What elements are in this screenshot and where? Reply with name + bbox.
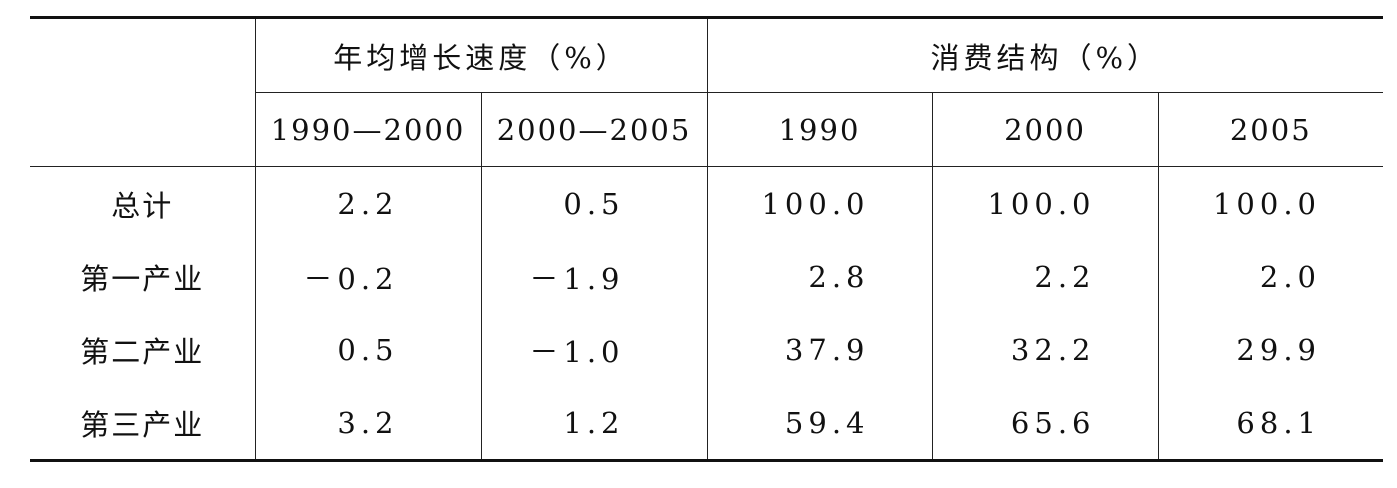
data-row: 第三产业 3.2 1.2 59.4 65.6 68.1 bbox=[30, 386, 1383, 462]
value-cell: 1.2 bbox=[480, 386, 708, 462]
value-cell: 100.0 bbox=[931, 166, 1159, 240]
value-cell: 2.2 bbox=[931, 240, 1159, 313]
data-row: 总计 2.2 0.5 100.0 100.0 100.0 bbox=[30, 166, 1383, 240]
year-header: 1990 bbox=[706, 92, 933, 167]
group-header: 消费结构（%） bbox=[706, 16, 1383, 93]
header-row: 1990—2000 2000—2005 1990 2000 2005 bbox=[30, 92, 1383, 167]
value-cell: 65.6 bbox=[931, 386, 1159, 462]
value-cell: 2.8 bbox=[706, 240, 933, 313]
row-label: 第二产业 bbox=[30, 313, 256, 386]
value-cell: 29.9 bbox=[1157, 313, 1383, 386]
value-cell: 100.0 bbox=[706, 166, 933, 240]
row-label: 第一产业 bbox=[30, 240, 256, 313]
corner-cell bbox=[30, 16, 256, 167]
year-header: 2000—2005 bbox=[480, 92, 708, 167]
value-cell: 37.9 bbox=[706, 313, 933, 386]
data-table: 年均增长速度（%） 消费结构（%） 1990—2000 2000—2005 1990… bbox=[30, 16, 1383, 462]
data-row: 第一产业 －0.2 －1.9 2.8 2.2 2.0 bbox=[30, 240, 1383, 313]
value-cell: 2.2 bbox=[254, 166, 482, 240]
value-cell: 32.2 bbox=[931, 313, 1159, 386]
value-cell: 59.4 bbox=[706, 386, 933, 462]
year-header: 2000 bbox=[931, 92, 1159, 167]
header-row: 年均增长速度（%） 消费结构（%） bbox=[30, 16, 1383, 167]
value-cell: －1.0 bbox=[480, 313, 708, 386]
group-header: 年均增长速度（%） bbox=[254, 16, 708, 93]
value-cell: 0.5 bbox=[254, 313, 482, 386]
row-label: 总计 bbox=[30, 166, 256, 240]
year-header: 2005 bbox=[1157, 92, 1383, 167]
table-body: 年均增长速度（%） 消费结构（%） 1990—2000 2000—2005 1990… bbox=[30, 16, 1383, 462]
value-cell: －0.2 bbox=[254, 240, 482, 313]
value-cell: 100.0 bbox=[1157, 166, 1383, 240]
value-cell: 2.0 bbox=[1157, 240, 1383, 313]
row-label: 第三产业 bbox=[30, 386, 256, 462]
value-cell: 3.2 bbox=[254, 386, 482, 462]
data-row: 第二产业 0.5 －1.0 37.9 32.2 29.9 bbox=[30, 313, 1383, 386]
year-header: 1990—2000 bbox=[255, 92, 482, 167]
value-cell: 0.5 bbox=[480, 166, 708, 240]
value-cell: －1.9 bbox=[480, 240, 708, 313]
value-cell: 68.1 bbox=[1157, 386, 1383, 462]
